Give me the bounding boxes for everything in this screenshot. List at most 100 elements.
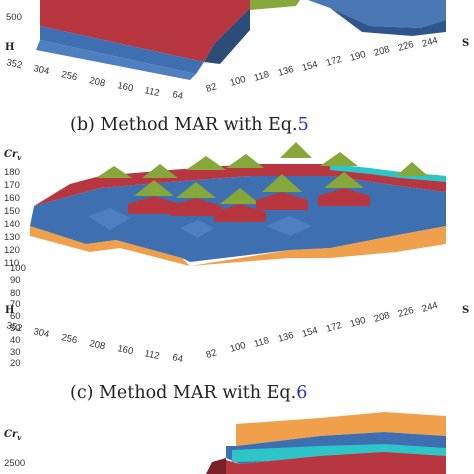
- panel-b-caption: (b) Method MAR with Eq.5: [70, 115, 309, 135]
- panel-b-plateau-right-side: [330, 8, 446, 36]
- panel-b-band-blue: [40, 26, 204, 74]
- panel-b-h-tick: 160: [116, 80, 134, 94]
- panel-c-peak-shoulder: [214, 204, 266, 222]
- panel-d: Crv 2500: [4, 412, 446, 474]
- panel-b-plateau-right: [308, 0, 446, 28]
- panel-c-trough: [88, 208, 130, 230]
- panel-c-peak: [324, 172, 364, 188]
- panel-c-peak: [262, 174, 302, 192]
- panel-c-surface: [30, 142, 446, 266]
- panel-b-h-tick: 256: [60, 69, 78, 83]
- panel-c-caption: (c) Method MAR with Eq.6: [70, 383, 307, 403]
- panel-c-y-tick: 120: [4, 245, 20, 256]
- panel-c-y-tick: 30: [10, 347, 21, 358]
- panel-c-h-tick: 112: [143, 348, 160, 362]
- panel-c-h-tick: 160: [116, 343, 134, 357]
- panel-c-peak-shoulder: [170, 198, 222, 216]
- panel-c-y-tick: 180: [4, 167, 20, 178]
- panel-c-s-tick: 136: [277, 330, 295, 345]
- panel-b-s-tick: 136: [277, 64, 295, 79]
- panel-c-peak: [220, 188, 260, 204]
- panel-b-s-tick: 172: [325, 54, 343, 69]
- panel-c-peak-shoulder: [256, 192, 308, 210]
- panel-c-y-tick: 110: [4, 258, 19, 269]
- panel-b-h-axis-label: H: [5, 42, 14, 53]
- panel-c-caption-ref: 6: [296, 383, 307, 403]
- panel-c-s-tick: 190: [349, 315, 367, 330]
- panel-b-band-green: [250, 0, 300, 10]
- panel-b-side-dark: [204, 8, 250, 64]
- panel-c-s-tick: 154: [301, 325, 319, 340]
- panel-c-peak: [96, 166, 132, 178]
- panel-c-y-tick: 70: [10, 299, 21, 310]
- panel-c-y-tick: 50: [10, 323, 21, 334]
- panel-b-h-tick: 208: [88, 75, 106, 89]
- panel-b-band-red: [40, 0, 250, 62]
- panel-c-z-axis-label-sub: v: [17, 153, 22, 162]
- panel-c-band-teal: [330, 164, 446, 182]
- panel-c-y-tick: 140: [4, 219, 20, 230]
- panel-c-y-tick: 20: [10, 358, 21, 369]
- panel-b-caption-text: (b) Method MAR with Eq.: [70, 115, 298, 135]
- panel-d-z-axis-label-main: Cr: [4, 429, 18, 440]
- panel-c-y-tick: 150: [4, 206, 20, 217]
- panel-b-s-tick: 154: [301, 59, 319, 74]
- panel-c-peak: [134, 180, 174, 196]
- panel-c-peak: [186, 156, 226, 170]
- panel-c-y-tick: 170: [4, 180, 20, 191]
- panel-c-s-tick: 226: [397, 305, 415, 320]
- panel-c-peak: [320, 152, 358, 166]
- panel-c-h-axis-label: H: [5, 305, 14, 316]
- panel-b-s-tick: 118: [253, 69, 271, 84]
- panel-c-y-ticks: 180 170 160 150 140 130 120 110 100 90 8…: [4, 167, 26, 369]
- panel-b-surface: [36, 0, 446, 80]
- panel-c-s-tick: 208: [373, 310, 391, 325]
- panel-c-peak: [142, 164, 178, 178]
- panel-d-band-orange: [236, 412, 446, 446]
- panel-c-s-axis-label: S: [462, 305, 469, 316]
- panel-c-peak: [280, 142, 312, 158]
- panel-c-h-tick: 208: [88, 338, 106, 352]
- panel-c-s-tick: 244: [421, 300, 439, 315]
- panel-d-band-red: [226, 452, 446, 474]
- panel-d-band-red-left: [206, 458, 226, 474]
- panel-c-y-tick: 40: [10, 335, 21, 346]
- panel-c-peak: [396, 162, 428, 176]
- panel-c-h-ticks: 352 304 256 208 160 112 64: [5, 320, 184, 365]
- panel-b-band-blue-lower: [36, 40, 196, 80]
- panel-b-s-tick: 190: [349, 49, 367, 64]
- panel-b-caption-ref: 5: [298, 115, 309, 135]
- panel-b-h-tick: 304: [32, 63, 50, 77]
- panel-d-y-tick: 2500: [4, 458, 25, 469]
- panel-c-peak: [176, 182, 216, 198]
- panel-b-h-tick: 64: [171, 89, 184, 102]
- panel-c-z-axis-label-main: Cr: [4, 149, 18, 160]
- panel-d-z-axis-label-sub: v: [17, 433, 22, 442]
- panel-c-y-tick: 160: [4, 193, 20, 204]
- panel-b-s-ticks: 82 100 118 136 154 172 190 208 226 244: [205, 35, 439, 95]
- panel-c-s-tick: 172: [325, 320, 343, 335]
- panel-c-caption-text: (c) Method MAR with Eq.: [70, 383, 296, 403]
- panel-b-s-tick: 244: [421, 35, 439, 50]
- panel-c-s-tick: 118: [253, 335, 271, 350]
- panel-c-s-ticks: 82 100 118 136 154 172 190 208 226 244: [205, 300, 439, 361]
- panel-c-trough: [180, 220, 214, 238]
- panel-c-h-tick: 304: [32, 326, 50, 340]
- panel-c-z-axis-label: Crv: [4, 149, 22, 162]
- panel-c-peak-shoulder: [128, 196, 180, 214]
- panel-b-s-tick: 208: [373, 44, 391, 59]
- panel-c-s-tick: 100: [229, 340, 247, 355]
- panel-b-h-tick: 352: [5, 57, 23, 71]
- panel-b: 500 H S 352 304 256 208 160 112 64 82 10…: [5, 0, 469, 135]
- panel-c-band-orange: [30, 226, 446, 266]
- panel-c-s-tick: 82: [205, 347, 218, 360]
- panel-d-surface: [206, 412, 446, 474]
- panel-b-h-tick: 112: [143, 85, 160, 99]
- panel-c-peak-shoulder: [318, 188, 370, 206]
- panel-d-z-axis-label: Crv: [4, 429, 22, 442]
- panel-c-h-tick: 352: [5, 320, 23, 334]
- panel-c: Crv 180 170 160 150 140 130 120 110 100 …: [4, 142, 469, 403]
- panel-b-s-axis-label: S: [462, 38, 469, 49]
- panel-b-h-ticks: 352 304 256 208 160 112 64: [5, 57, 184, 102]
